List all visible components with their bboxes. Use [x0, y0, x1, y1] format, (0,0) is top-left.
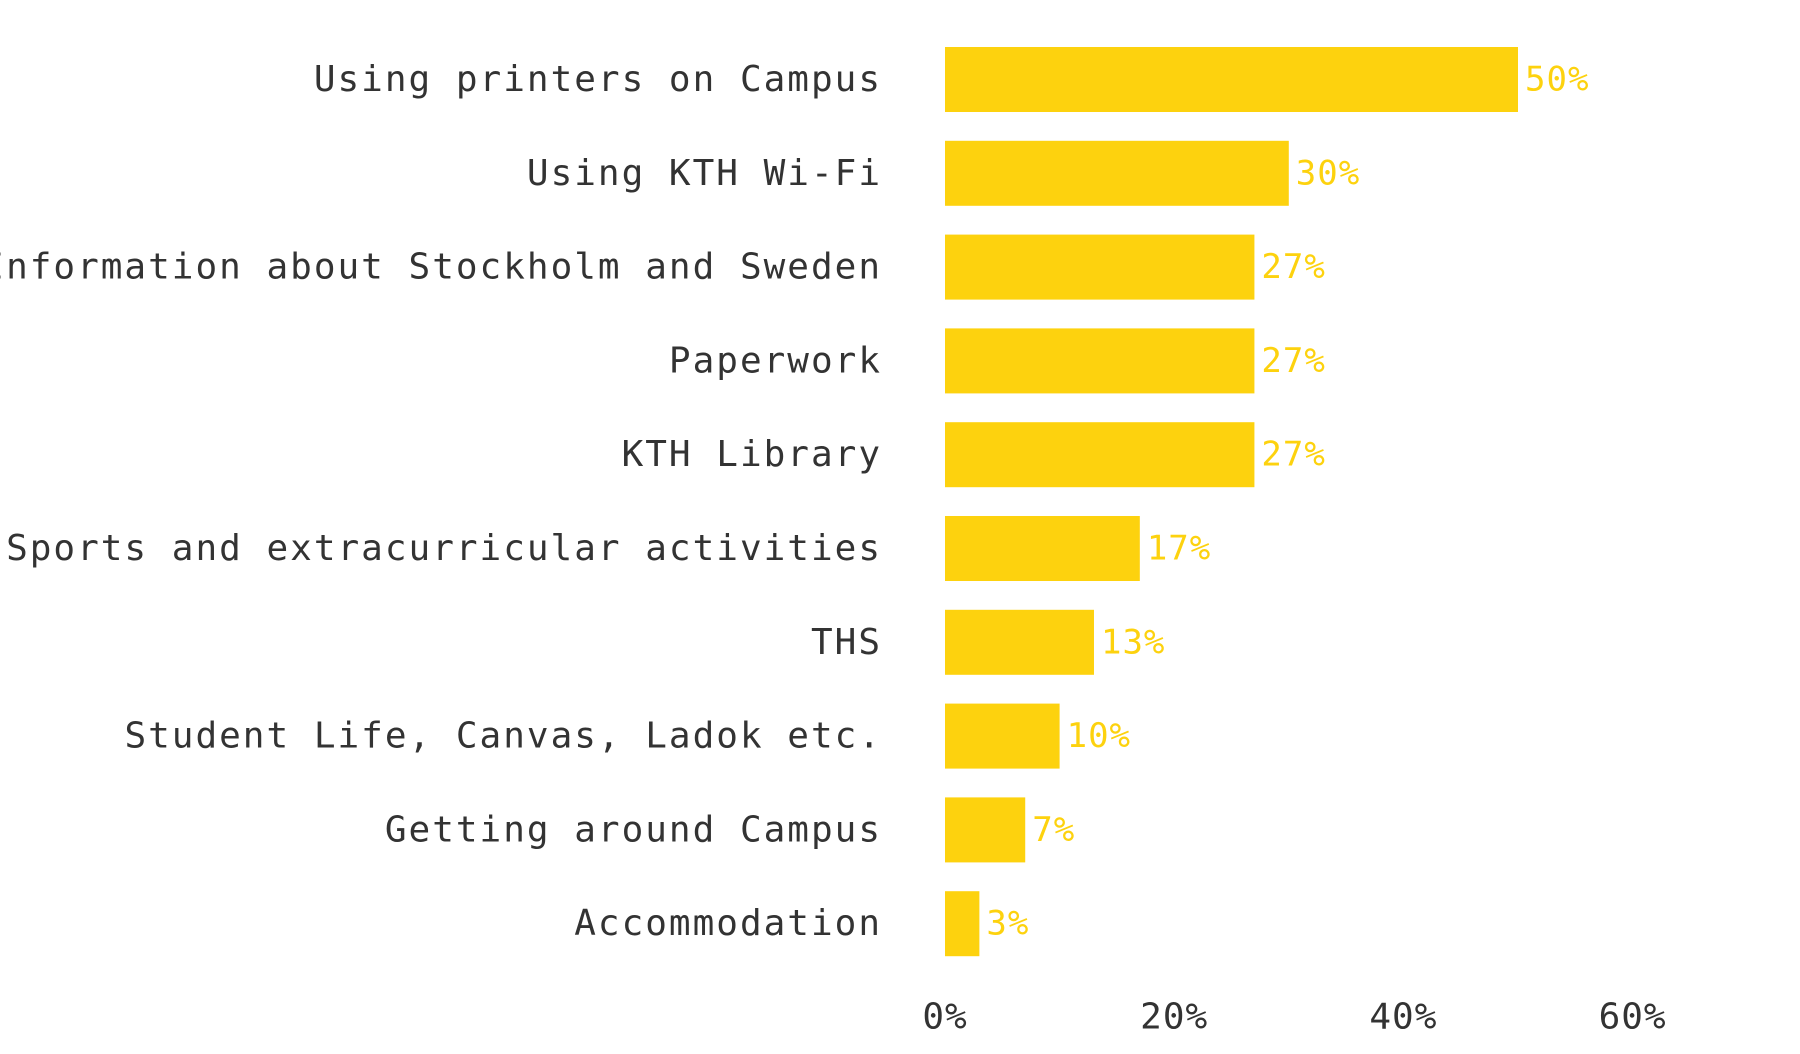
category-labels: Using printers on Campus Using KTH Wi-Fi I… [0, 59, 882, 944]
category-label-4: KTH Library [622, 434, 882, 475]
category-label-6: THS [811, 622, 882, 663]
x-tick-label-1: 20% [1140, 997, 1208, 1038]
category-label-2: Information about Stockholm and Sweden [0, 247, 882, 288]
bar-5 [945, 516, 1140, 581]
bar-9 [945, 891, 980, 957]
value-label-5: 17% [1147, 529, 1211, 569]
bar-7 [945, 703, 1060, 769]
value-label-7: 10% [1067, 716, 1131, 756]
x-tick-label-2: 40% [1369, 997, 1437, 1038]
bar-0 [945, 47, 1518, 112]
bar-3 [945, 328, 1255, 394]
bar-1 [945, 140, 1289, 206]
bar-2 [945, 234, 1255, 300]
value-label-0: 50% [1525, 60, 1589, 100]
value-label-8: 7% [1032, 810, 1075, 850]
bar-8 [945, 797, 1026, 863]
bar-6 [945, 609, 1094, 675]
category-label-1: Using KTH Wi-Fi [527, 153, 882, 194]
value-label-9: 3% [986, 904, 1029, 944]
x-tick-label-0: 0% [922, 997, 967, 1038]
x-axis-ticks: 0% 20% 40% 60% [922, 997, 1667, 1038]
value-labels: 50% 30% 27% 27% 27% 17% 13% 10% 7% 3% [986, 60, 1589, 944]
value-label-4: 27% [1261, 435, 1325, 475]
bar-4 [945, 422, 1255, 488]
category-label-9: Accommodation [574, 903, 882, 944]
bars-layer [945, 47, 1518, 957]
value-label-3: 27% [1261, 341, 1325, 381]
category-label-0: Using printers on Campus [314, 59, 882, 100]
x-tick-label-3: 60% [1599, 997, 1667, 1038]
category-label-5: Sports and extracurricular activities [6, 528, 882, 569]
value-label-2: 27% [1261, 247, 1325, 287]
category-label-7: Student Life, Canvas, Ladok etc. [124, 716, 882, 757]
value-label-6: 13% [1101, 622, 1165, 662]
category-label-3: Paperwork [669, 340, 882, 381]
category-label-8: Getting around Campus [385, 809, 882, 850]
value-label-1: 30% [1296, 153, 1360, 193]
